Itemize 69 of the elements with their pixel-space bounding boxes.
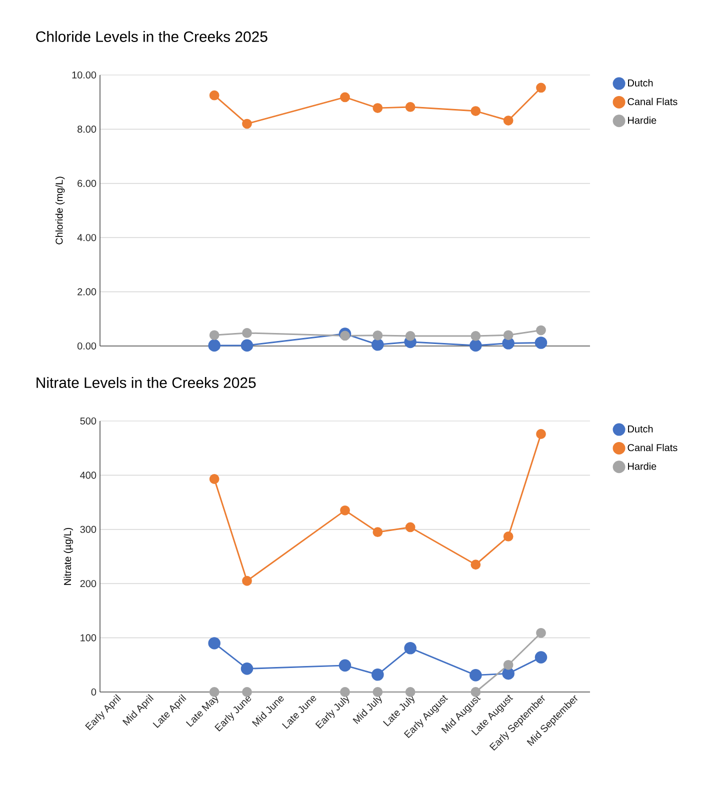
point	[340, 505, 350, 516]
point	[405, 687, 416, 697]
legend-label: Canal Flats	[628, 98, 678, 106]
point	[503, 531, 514, 542]
point	[208, 637, 220, 650]
point	[372, 527, 383, 538]
point	[372, 668, 384, 681]
legend-label: Dutch	[628, 425, 653, 432]
point	[208, 339, 220, 352]
point	[534, 651, 548, 664]
point	[536, 82, 546, 93]
point	[503, 330, 514, 340]
point	[470, 669, 482, 682]
point	[405, 522, 416, 532]
x-tick-label: Late July	[382, 695, 414, 726]
x-tick-label: Mid July	[352, 695, 382, 724]
point	[209, 330, 220, 340]
point	[405, 102, 416, 112]
point	[470, 331, 481, 341]
point	[502, 667, 514, 680]
legend-label: Dutch	[628, 79, 653, 86]
point	[372, 103, 383, 114]
point	[372, 338, 384, 351]
legend-label: Hardie	[628, 462, 656, 470]
chart-title: Chloride Levels in the Creeks 2025	[36, 31, 268, 42]
point	[536, 628, 546, 638]
point	[404, 642, 416, 654]
point	[405, 331, 416, 341]
y-axis-title: Nitrate (µg/L)	[64, 528, 74, 585]
point	[372, 330, 383, 340]
y-axis-title: Chloride (mg/L)	[55, 176, 65, 244]
y-tick-label: 2.00	[78, 288, 96, 296]
point	[240, 662, 254, 675]
y-tick-label: 8.00	[78, 126, 96, 133]
y-tick-label: 300	[80, 526, 96, 533]
point	[470, 687, 481, 697]
y-tick-label: 100	[80, 634, 96, 642]
y-tick-label: 200	[80, 580, 96, 588]
point	[503, 116, 514, 126]
legend-label: Canal Flats	[628, 444, 678, 452]
point	[242, 118, 252, 129]
y-tick-label: 400	[80, 472, 96, 479]
y-tick-label: 0.00	[77, 342, 96, 350]
point	[372, 687, 383, 697]
point	[240, 339, 254, 352]
point	[242, 328, 252, 338]
point	[340, 92, 350, 102]
point	[242, 687, 252, 697]
point	[536, 325, 546, 336]
y-tick-label: 6.00	[78, 180, 96, 187]
point	[534, 336, 548, 349]
point	[503, 660, 514, 670]
point	[209, 90, 220, 100]
point	[242, 576, 252, 586]
y-tick-label: 500	[80, 417, 96, 425]
point	[340, 687, 350, 697]
point	[470, 339, 482, 352]
point	[209, 687, 220, 697]
y-tick-label: 10.00	[72, 71, 96, 79]
point	[338, 659, 352, 672]
point	[470, 106, 481, 116]
y-tick-label: 4.00	[77, 234, 96, 242]
legend-label: Hardie	[628, 116, 656, 124]
point	[470, 560, 481, 570]
point	[209, 474, 220, 484]
point	[340, 330, 350, 341]
chart-title: Nitrate Levels in the Creeks 2025	[36, 377, 256, 388]
point	[536, 429, 546, 439]
y-tick-label: 0	[91, 688, 96, 696]
